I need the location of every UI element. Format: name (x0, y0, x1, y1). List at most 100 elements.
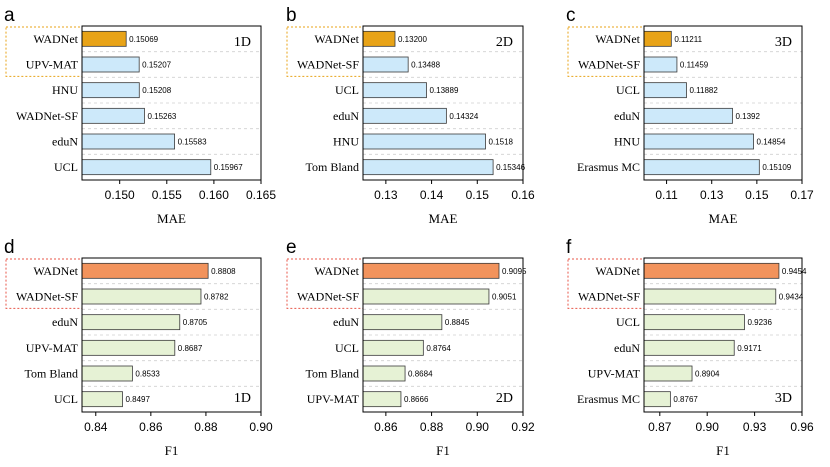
tick-label: 0.93 (743, 420, 767, 434)
x-axis-label: F1 (436, 443, 450, 458)
bar (643, 30, 672, 47)
data-label: 0.13889 (429, 86, 458, 95)
panel-e: e 0.9095 WADNet 0.9051 WADNet-SF 0.8845 eduN 0.… (286, 237, 535, 458)
category-label: UCL (335, 341, 359, 355)
tick-label: 0.16 (511, 188, 535, 202)
bar (362, 159, 494, 176)
panel-a: a 0.15069 WADNet 0.15207 UPV-MAT 0.15208 HNU 0.… (4, 5, 276, 226)
tick-label: 0.90 (249, 420, 273, 434)
category-label: UPV-MAT (588, 367, 641, 381)
tick-label: 0.160 (199, 188, 229, 202)
bar (81, 339, 176, 356)
category-label: UCL (335, 83, 359, 97)
tick-label: 0.90 (466, 420, 490, 434)
x-axis-label: F1 (716, 443, 730, 458)
data-label: 0.9434 (779, 293, 804, 302)
panel-letter: e (286, 237, 297, 258)
data-label: 0.15109 (762, 163, 791, 172)
tick-label: 0.155 (152, 188, 182, 202)
category-label: UCL (616, 83, 640, 97)
tick-label: 0.88 (194, 420, 218, 434)
bar (81, 314, 181, 331)
plot-frame (643, 25, 803, 181)
panel-b: b 0.13200 WADNet 0.13488 WADNet-SF 0.13889 UCL… (286, 5, 535, 226)
x-axis-label: MAE (157, 211, 186, 226)
dimension-label: 1D (234, 391, 251, 406)
category-label: WADNet (33, 32, 78, 46)
plot-frame (81, 257, 262, 413)
data-label: 0.15069 (129, 35, 158, 44)
tick-label: 0.14 (420, 188, 444, 202)
category-label: WADNet (314, 264, 359, 278)
data-label: 0.8767 (673, 395, 698, 404)
data-label: 0.9051 (492, 293, 517, 302)
dimension-label: 3D (775, 391, 792, 406)
data-label: 0.1392 (735, 112, 760, 121)
category-label: eduN (333, 109, 359, 123)
category-label: UCL (54, 392, 78, 406)
bar (81, 30, 127, 47)
category-label: eduN (614, 109, 640, 123)
x-axis-label: F1 (165, 443, 179, 458)
bar (362, 314, 443, 331)
tick-label: 0.84 (84, 420, 108, 434)
category-label: eduN (52, 315, 78, 329)
tick-label: 0.86 (139, 420, 163, 434)
bar (643, 133, 754, 150)
data-label: 0.9095 (502, 267, 527, 276)
category-label: WADNet-SF (16, 290, 78, 304)
tick-label: 0.96 (790, 420, 814, 434)
data-label: 0.11882 (689, 86, 718, 95)
bar (643, 262, 780, 279)
category-label: UPV-MAT (26, 58, 79, 72)
data-label: 0.8497 (125, 395, 150, 404)
plot-frame (81, 25, 262, 181)
category-label: WADNet (595, 264, 640, 278)
category-label: WADNet-SF (297, 58, 359, 72)
bar (643, 391, 671, 408)
bar (643, 365, 693, 382)
bar (362, 82, 427, 99)
bar (81, 133, 176, 150)
bar (643, 288, 777, 305)
data-label: 0.15263 (147, 112, 176, 121)
tick-label: 0.15 (466, 188, 490, 202)
category-label: eduN (333, 315, 359, 329)
tick-label: 0.11 (655, 188, 678, 202)
data-label: 0.8904 (695, 370, 720, 379)
dimension-label: 1D (234, 35, 251, 50)
plot-frame (643, 257, 803, 413)
tick-label: 0.165 (246, 188, 276, 202)
data-label: 0.14324 (449, 112, 478, 121)
dimension-label: 2D (496, 35, 513, 50)
plot-frame (362, 25, 524, 181)
data-label: 0.15346 (496, 163, 525, 172)
category-label: UCL (616, 315, 640, 329)
data-label: 0.9171 (737, 344, 762, 353)
bar (81, 56, 140, 73)
data-label: 0.8845 (445, 318, 470, 327)
panel-letter: b (286, 5, 297, 26)
bar (643, 159, 760, 176)
panel-letter: a (4, 5, 15, 26)
category-label: WADNet-SF (16, 109, 78, 123)
panel-letter: d (4, 237, 15, 258)
bar (362, 107, 447, 124)
data-label: 0.11459 (680, 61, 709, 70)
data-label: 0.11211 (674, 35, 702, 44)
dimension-label: 3D (775, 35, 792, 50)
data-label: 0.8764 (426, 344, 451, 353)
tick-label: 0.13 (374, 188, 398, 202)
data-label: 0.13200 (398, 35, 427, 44)
bar (81, 107, 145, 124)
bar (81, 391, 123, 408)
plot-frame (362, 257, 524, 413)
tick-label: 0.86 (374, 420, 398, 434)
bar (643, 314, 745, 331)
category-label: WADNet-SF (578, 58, 640, 72)
tick-label: 0.17 (790, 188, 814, 202)
category-label: HNU (333, 135, 359, 149)
data-label: 0.13488 (411, 61, 440, 70)
category-label: eduN (614, 341, 640, 355)
category-label: UCL (54, 160, 78, 174)
